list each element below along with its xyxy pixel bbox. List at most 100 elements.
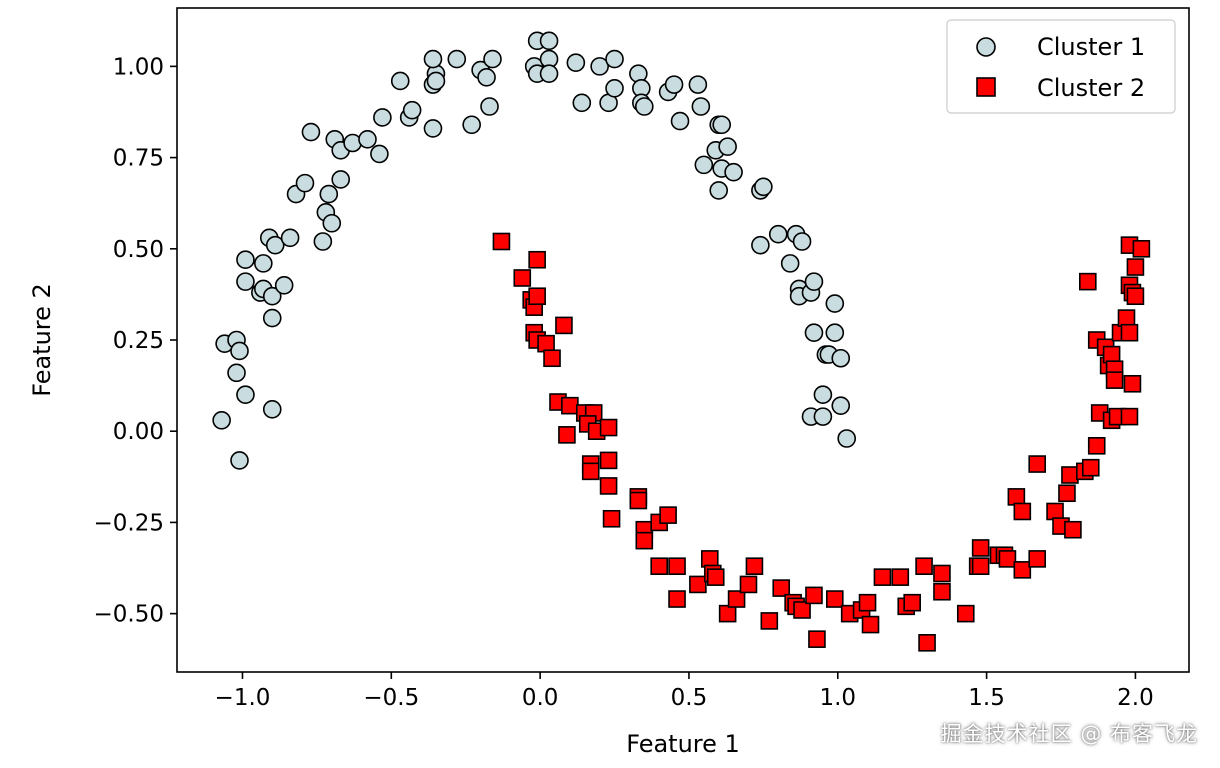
cluster-2-point	[861, 615, 880, 634]
cluster-2-point	[805, 586, 823, 605]
y-tick-label: 0.75	[113, 146, 164, 172]
cluster-1-points	[212, 31, 857, 470]
cluster-2-point	[891, 568, 910, 586]
legend: Cluster 1 Cluster 2	[946, 19, 1176, 114]
cluster-1-point	[831, 348, 851, 368]
cluster-1-point	[605, 49, 624, 69]
cluster-1-point	[804, 272, 824, 291]
cluster-1-point	[262, 308, 282, 328]
cluster-1-point	[227, 363, 246, 383]
x-tick-label: 1.5	[968, 685, 1005, 711]
cluster-1-point	[331, 170, 351, 189]
cluster-1-point	[709, 181, 729, 200]
watermark-text: 掘金技术社区 @ 布客飞龙	[940, 722, 1198, 746]
y-axis-label: Feature 2	[28, 283, 56, 397]
cluster-1-point	[837, 429, 857, 448]
cluster-2-point	[561, 396, 579, 415]
cluster-2-point	[1046, 502, 1064, 521]
cluster-2-point	[528, 250, 546, 269]
cluster-2-point	[668, 590, 686, 608]
cluster-1-point	[301, 122, 321, 142]
cluster-1-point	[477, 68, 496, 87]
cluster-2-point	[1126, 258, 1145, 276]
cluster-2-point	[718, 604, 737, 623]
cluster-2-point	[825, 590, 844, 608]
cluster-1-point	[724, 162, 743, 182]
cluster-2-point	[1105, 371, 1124, 389]
cluster-1-point	[670, 111, 690, 131]
cluster-2-point	[1007, 488, 1026, 506]
legend-marker-cluster-1	[976, 37, 996, 57]
cluster-2-point	[1126, 287, 1145, 306]
cluster-2-point	[956, 604, 975, 623]
cluster-2-point	[808, 630, 826, 648]
cluster-1-point	[426, 71, 446, 91]
cluster-1-point	[664, 75, 684, 94]
y-tick-label: −0.50	[94, 602, 164, 628]
cluster-2-point	[1028, 455, 1046, 473]
cluster-1-point	[319, 184, 339, 204]
cluster-2-point	[933, 564, 951, 583]
cluster-1-point	[605, 78, 624, 98]
cluster-1-point	[230, 341, 249, 361]
cluster-2-point	[599, 418, 618, 437]
cluster-2-point	[689, 575, 707, 594]
cluster-1-point	[423, 49, 443, 69]
cluster-2-point	[700, 550, 719, 568]
cluster-1-point	[313, 232, 333, 251]
cluster-2-point	[1013, 561, 1032, 579]
cluster-2-point	[739, 575, 758, 594]
cluster-2-point	[760, 612, 779, 630]
cluster-2-point	[1081, 458, 1100, 477]
cluster-2-point	[858, 593, 877, 612]
cluster-2-point	[629, 491, 648, 510]
cluster-1-point	[230, 451, 249, 470]
cluster-1-point	[212, 410, 231, 430]
cluster-2-point	[513, 269, 532, 287]
y-tick-label: 1.00	[113, 54, 164, 80]
cluster-1-point	[295, 173, 315, 193]
cluster-1-point	[768, 224, 788, 244]
cluster-2-point	[1132, 239, 1151, 258]
cluster-2-point	[555, 316, 573, 335]
cluster-2-point	[933, 582, 951, 601]
cluster-2-point	[745, 557, 764, 575]
cluster-1-point	[635, 97, 654, 116]
cluster-1-point	[390, 71, 410, 91]
cluster-2-point	[599, 477, 618, 495]
cluster-2-point	[915, 557, 933, 575]
cluster-1-point	[462, 115, 481, 135]
legend-label-cluster-1: Cluster 1	[1037, 33, 1145, 61]
cluster-2-point	[1061, 466, 1079, 484]
cluster-2-point	[528, 287, 546, 306]
legend-marker-cluster-2	[976, 77, 996, 97]
cluster-1-point	[691, 97, 711, 116]
cluster-1-point	[280, 228, 300, 248]
cluster-1-point	[792, 232, 812, 251]
cluster-2-point	[602, 509, 621, 528]
cluster-1-point	[322, 213, 342, 233]
cluster-1-point	[590, 57, 609, 76]
cluster-2-point	[1028, 550, 1046, 568]
cluster-1-point	[718, 137, 737, 156]
cluster-2-point	[1058, 484, 1076, 503]
cluster-2-point	[659, 506, 677, 524]
cluster-1-point	[373, 108, 392, 127]
cluster-1-point	[370, 144, 389, 164]
cluster-1-point	[262, 400, 282, 419]
cluster-1-point	[423, 119, 443, 138]
cluster-1-point	[402, 100, 422, 120]
cluster-1-point	[566, 53, 586, 73]
cluster-1-point	[539, 31, 559, 51]
y-tick-label: 0.50	[113, 237, 164, 263]
x-tick-label: 0.5	[671, 685, 708, 711]
cluster-2-point	[793, 601, 811, 619]
x-axis-label: Feature 1	[626, 730, 740, 758]
cluster-1-point	[265, 235, 285, 255]
y-axis-ticks: −0.50 −0.25 0.00 0.25 0.50 0.75 1.00	[94, 54, 177, 628]
cluster-2-point	[537, 334, 555, 353]
legend-label-cluster-2: Cluster 2	[1037, 74, 1145, 102]
cluster-1-point	[358, 130, 377, 149]
cluster-2-point	[1123, 374, 1142, 393]
cluster-1-point	[262, 286, 282, 306]
